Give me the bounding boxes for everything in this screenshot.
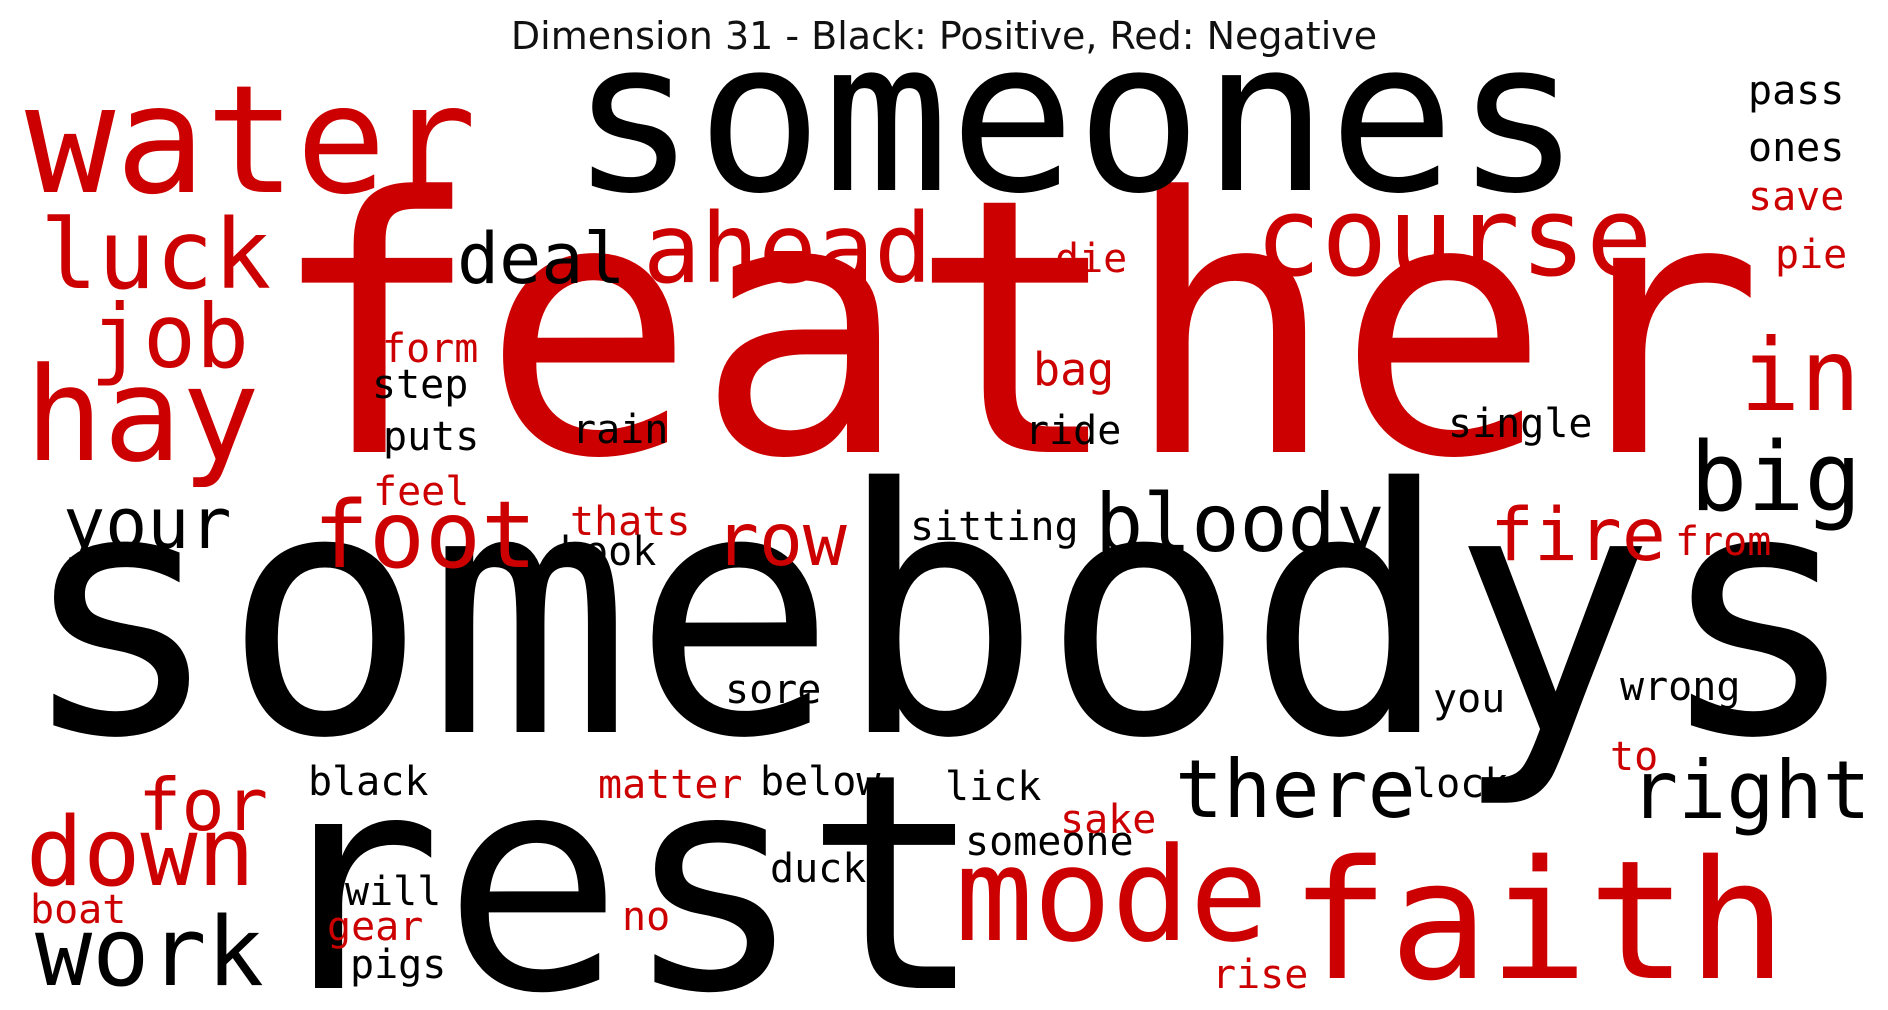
word-to: to [1610, 734, 1658, 780]
word-rain: rain [572, 407, 668, 453]
word-water: water [25, 54, 477, 228]
word-wrong: wrong [1620, 664, 1740, 710]
word-ahead: ahead [643, 193, 932, 305]
word-luck: luck [40, 199, 271, 311]
word-somebodys: somebodys [18, 417, 1860, 813]
word-down: down [26, 798, 255, 908]
word-matter: matter [598, 762, 743, 808]
word-mode: mode [955, 819, 1268, 971]
word-for: for [138, 763, 268, 847]
word-work: work [35, 898, 264, 1008]
word-book: book [560, 529, 656, 575]
word-feather: feather [268, 122, 1764, 536]
word-rise: rise [1212, 952, 1308, 998]
word-course: course [1255, 173, 1652, 301]
word-you: you [1433, 676, 1505, 722]
word-save: save [1748, 174, 1844, 220]
word-big: big [1690, 423, 1862, 533]
word-sore: sore [725, 667, 821, 713]
word-pie: pie [1775, 232, 1847, 278]
word-bag: bag [1033, 343, 1114, 396]
word-ones: ones [1748, 125, 1844, 171]
word-sake: sake [1060, 797, 1156, 843]
word-faith: faith [1290, 825, 1787, 1010]
word-gear: gear [327, 904, 423, 950]
word-bloody: bloody [1095, 477, 1384, 570]
word-right: right [1630, 744, 1871, 837]
word-in: in [1740, 317, 1860, 434]
word-deal: deal [457, 218, 626, 300]
word-puts: puts [383, 414, 479, 460]
word-someones: someones [570, 0, 1581, 240]
word-die: die [1055, 236, 1127, 282]
word-step: step [372, 362, 468, 408]
word-someone: someone [965, 819, 1134, 865]
word-boat: boat [30, 887, 126, 933]
word-pigs: pigs [350, 942, 446, 988]
word-there: there [1175, 743, 1416, 836]
word-ride: ride [1025, 408, 1121, 454]
word-lock: lock [1412, 761, 1508, 807]
word-will: will [345, 869, 441, 915]
word-no: no [622, 894, 670, 940]
word-lick: lick [945, 764, 1041, 810]
word-pass: pass [1748, 68, 1844, 114]
word-fire: fire [1490, 493, 1666, 578]
word-from: from [1675, 519, 1771, 565]
word-sitting: sitting [910, 504, 1079, 550]
word-job: job [90, 285, 249, 388]
word-black: black [308, 759, 428, 805]
word-duck: duck [770, 846, 866, 892]
word-thats: thats [570, 499, 690, 545]
word-below: below [760, 759, 881, 805]
word-your: your [63, 483, 232, 565]
word-row: row [715, 498, 847, 583]
word-hay: hay [25, 339, 260, 491]
word-single: single [1448, 401, 1593, 447]
word-feel: feel [373, 469, 469, 515]
word-form: form [382, 326, 478, 372]
word-rest: rest [262, 710, 984, 1010]
chart-title: Dimension 31 - Black: Positive, Red: Neg… [510, 14, 1378, 58]
word-foot: foot [313, 481, 537, 589]
